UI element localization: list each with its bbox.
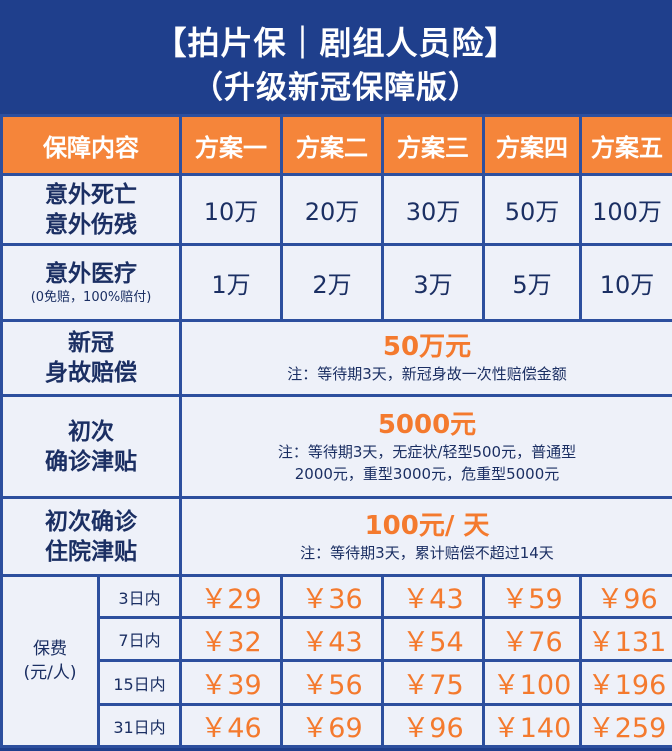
table-row-covid-death: 新冠 身故赔偿 50万元 注：等待期3天，新冠身故一次性赔偿金额: [0, 319, 672, 397]
label-line: 新冠: [68, 330, 114, 356]
row-label-accident-medical: 意外医疗 (0免赔，100%赔付): [0, 243, 182, 322]
table-row-covid-diagnosis: 初次 确诊津贴 5000元 注：等待期3天，无症状/轻型500元，普通型 200…: [0, 394, 672, 499]
premium-period: 15日内: [97, 659, 182, 706]
benefit-note: 注：等待期3天，累计赔偿不超过14天: [300, 543, 554, 562]
header-plan-1: 方案一: [179, 114, 283, 176]
label-line: (元/人): [23, 663, 77, 683]
table-cell: 1万: [179, 243, 283, 322]
premium-price: ￥259: [579, 703, 672, 748]
premium-price: ￥29: [179, 574, 283, 619]
poster-title: 【拍片保｜剧组人员险】 （升级新冠保障版）: [0, 0, 672, 114]
coverage-table: 保障内容 方案一 方案二 方案三 方案四 方案五 意外死亡 意外伤残 10万 2…: [0, 114, 672, 748]
benefit-note: 2000元，重型3000元，危重型5000元: [294, 464, 560, 483]
row-label-covid-death: 新冠 身故赔偿: [0, 319, 182, 397]
benefit-note: 注：等待期3天，新冠身故一次性赔偿金额: [287, 365, 567, 383]
table-row-accident-medical: 意外医疗 (0免赔，100%赔付) 1万 2万 3万 5万 10万: [0, 243, 672, 322]
premium-price: ￥43: [280, 616, 384, 662]
premium-price: ￥39: [179, 659, 283, 706]
premium-price: ￥56: [280, 659, 384, 706]
label-line: 身故赔偿: [45, 360, 137, 386]
row-label-covid-hospital: 初次确诊 住院津贴: [0, 496, 182, 577]
covid-hospital-benefit: 100元/ 天 注：等待期3天，累计赔偿不超过14天: [179, 496, 672, 577]
label-line: 意外死亡: [45, 181, 137, 208]
table-cell: 30万: [381, 173, 485, 246]
premium-price: ￥43: [381, 574, 485, 619]
table-row-premium: 31日内 ￥46 ￥69 ￥96 ￥140 ￥259: [2, 703, 672, 748]
label-line: 住院津贴: [45, 538, 137, 565]
label-subnote: (0免赔，100%赔付): [30, 289, 152, 305]
row-label-accident-death: 意外死亡 意外伤残: [0, 173, 182, 246]
table-cell: 100万: [579, 173, 672, 246]
table-cell: 20万: [280, 173, 384, 246]
benefit-amount: 5000元: [377, 409, 477, 440]
premium-price: ￥140: [482, 703, 582, 748]
header-plan-2: 方案二: [280, 114, 384, 176]
premium-price: ￥196: [579, 659, 672, 706]
table-cell: 2万: [280, 243, 384, 322]
title-line-1: 【拍片保｜剧组人员险】: [154, 24, 518, 62]
premium-price: ￥100: [482, 659, 582, 706]
table-header-row: 保障内容 方案一 方案二 方案三 方案四 方案五: [0, 114, 672, 176]
benefit-amount: 50万元: [382, 332, 472, 362]
table-cell: 3万: [381, 243, 485, 322]
label-line: 初次: [68, 418, 114, 445]
label-line: 意外伤残: [45, 211, 137, 238]
table-cell: 50万: [482, 173, 582, 246]
premium-price: ￥131: [579, 616, 672, 662]
premium-price: ￥96: [579, 574, 672, 619]
benefit-note: 注：等待期3天，无症状/轻型500元，普通型: [277, 442, 577, 461]
header-plan-4: 方案四: [482, 114, 582, 176]
premium-price: ￥46: [179, 703, 283, 748]
title-line-2: （升级新冠保障版）: [192, 70, 480, 106]
premium-price: ￥76: [482, 616, 582, 662]
benefit-amount: 100元/ 天: [364, 510, 490, 541]
covid-death-benefit: 50万元 注：等待期3天，新冠身故一次性赔偿金额: [179, 319, 672, 397]
table-cell: 10万: [579, 243, 672, 322]
table-cell: 10万: [179, 173, 283, 246]
premium-price: ￥96: [381, 703, 485, 748]
premium-price: ￥75: [381, 659, 485, 706]
table-row-premium: 保费 (元/人) 3日内 ￥29 ￥36 ￥43 ￥59 ￥96: [0, 574, 672, 748]
row-label-covid-diagnosis: 初次 确诊津贴: [0, 394, 182, 499]
covid-diagnosis-benefit: 5000元 注：等待期3天，无症状/轻型500元，普通型 2000元，重型300…: [179, 394, 672, 499]
premium-price: ￥32: [179, 616, 283, 662]
label-line: 初次确诊: [45, 508, 137, 535]
premium-price: ￥36: [280, 574, 384, 619]
premium-period: 31日内: [97, 703, 182, 748]
table-cell: 5万: [482, 243, 582, 322]
premium-price: ￥54: [381, 616, 485, 662]
table-row-covid-hospital: 初次确诊 住院津贴 100元/ 天 注：等待期3天，累计赔偿不超过14天: [0, 496, 672, 577]
header-plan-5: 方案五: [579, 114, 672, 176]
premium-label: 保费 (元/人): [0, 574, 100, 748]
premium-price: ￥69: [280, 703, 384, 748]
label-line: 保费: [33, 639, 67, 659]
premium-period: 7日内: [97, 616, 182, 662]
header-coverage-content: 保障内容: [0, 114, 182, 176]
table-row-accident-death: 意外死亡 意外伤残 10万 20万 30万 50万 100万: [0, 173, 672, 246]
label-line: 意外医疗: [45, 260, 137, 287]
header-plan-3: 方案三: [381, 114, 485, 176]
label-line: 确诊津贴: [45, 448, 137, 475]
premium-price: ￥59: [482, 574, 582, 619]
table-row-premium: 15日内 ￥39 ￥56 ￥75 ￥100 ￥196: [2, 659, 672, 706]
premium-period: 3日内: [97, 574, 182, 619]
table-row-premium: 7日内 ￥32 ￥43 ￥54 ￥76 ￥131: [2, 616, 672, 662]
